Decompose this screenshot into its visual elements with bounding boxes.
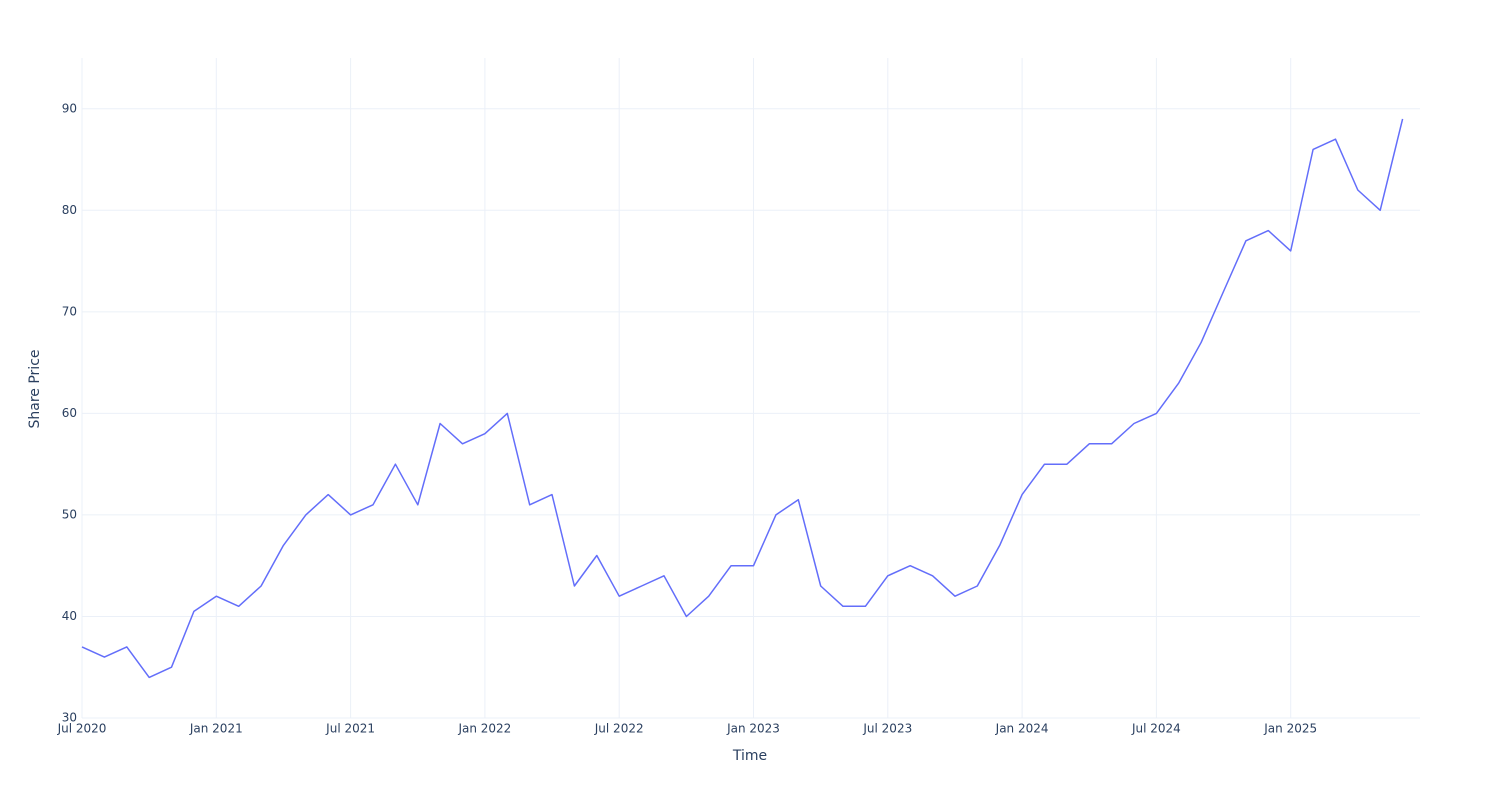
- y-axis-title: Share Price: [27, 349, 43, 428]
- x-tick-label: Jan 2021: [189, 722, 243, 736]
- y-tick-label: 80: [62, 203, 77, 217]
- x-tick-label: Jul 2020: [57, 722, 107, 736]
- x-tick-label: Jan 2023: [726, 722, 780, 736]
- x-tick-label: Jul 2023: [862, 722, 912, 736]
- y-tick-label: 30: [62, 711, 77, 725]
- y-tick-label: 70: [62, 304, 77, 318]
- y-tick-label: 60: [62, 406, 77, 420]
- x-tick-label: Jan 2024: [995, 722, 1049, 736]
- x-tick-label: Jul 2021: [325, 722, 375, 736]
- y-tick-label: 50: [62, 507, 77, 521]
- x-tick-label: Jul 2022: [594, 722, 644, 736]
- price-line: [81, 118, 1404, 679]
- x-axis-title: Time: [732, 748, 767, 764]
- x-tick-label: Jul 2024: [1131, 722, 1181, 736]
- y-tick-label: 40: [62, 609, 77, 623]
- x-tick-label: Jan 2022: [457, 722, 511, 736]
- y-tick-label: 90: [62, 101, 77, 115]
- x-tick-label: Jan 2025: [1263, 722, 1317, 736]
